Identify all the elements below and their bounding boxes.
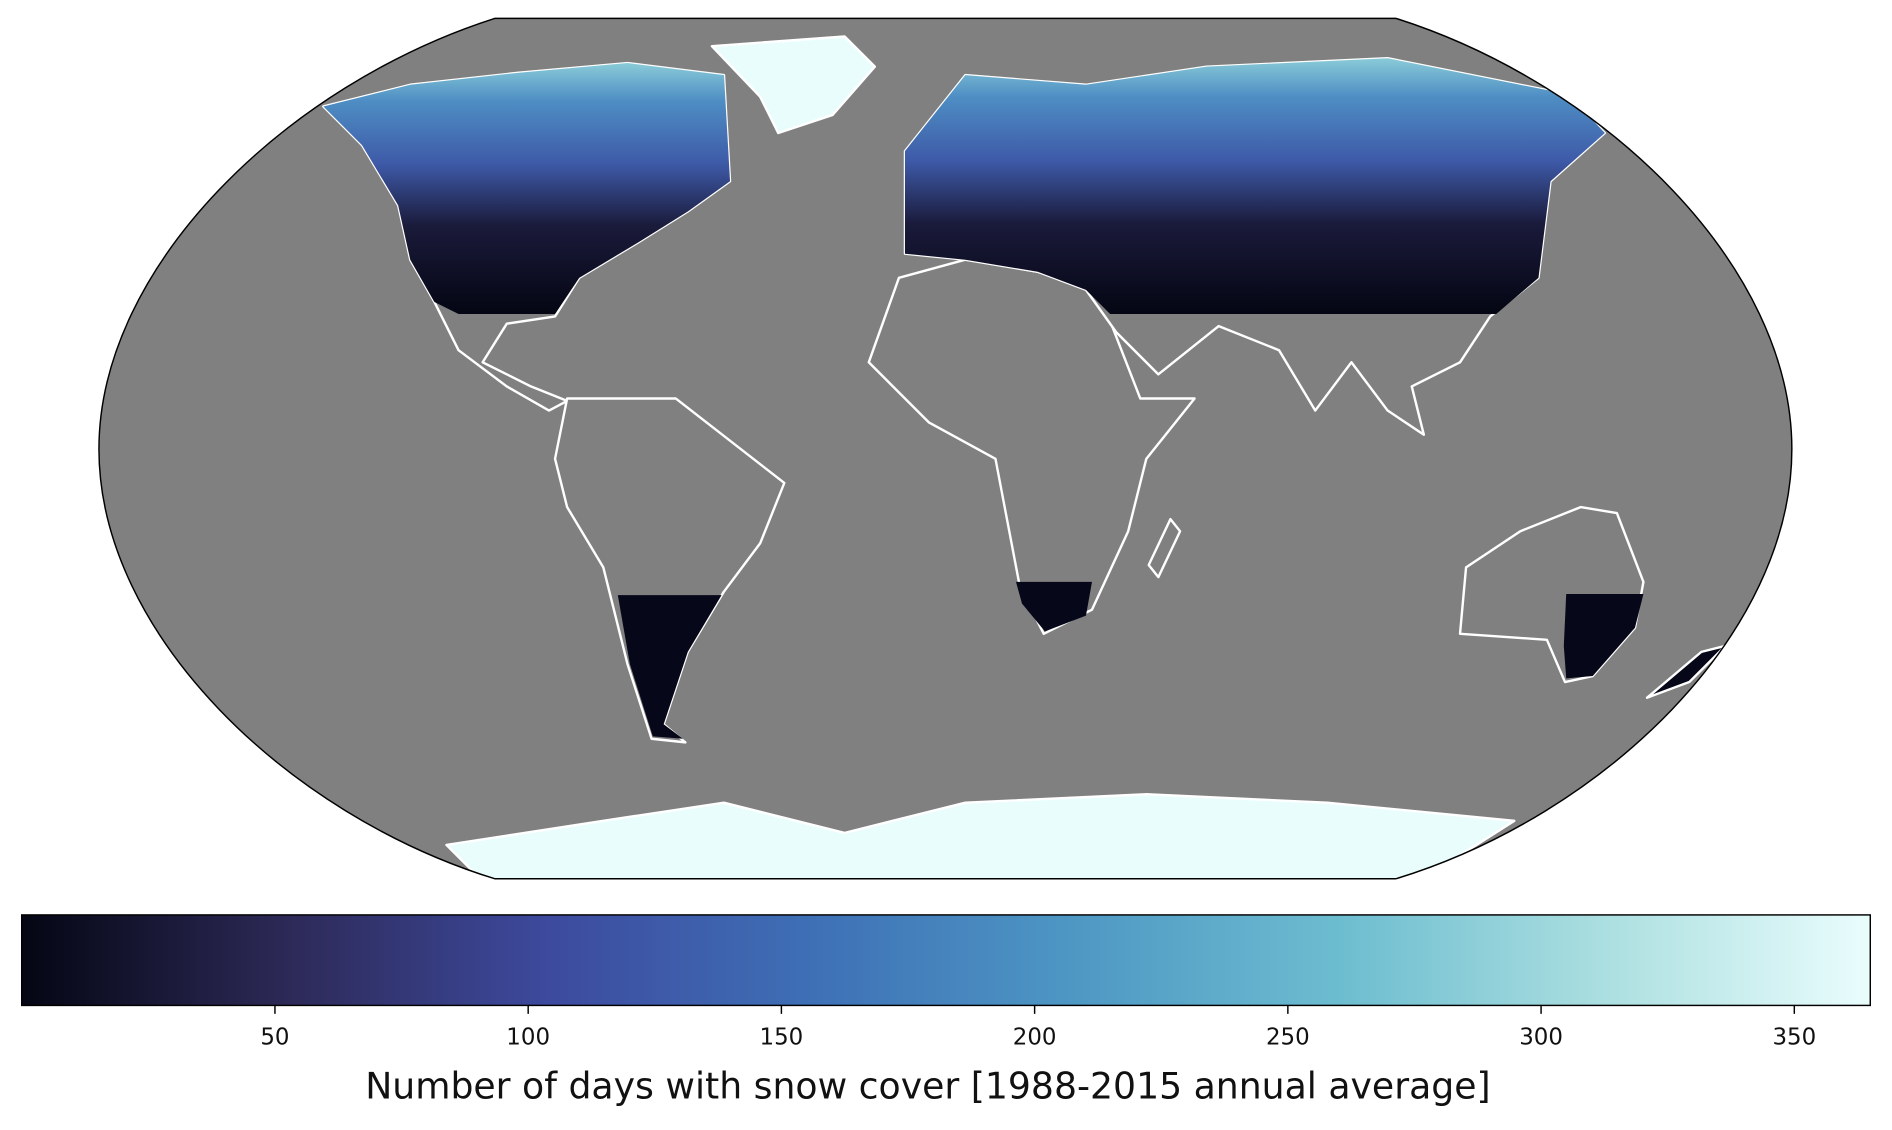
colorbar-tick-label: 300: [1519, 1025, 1563, 1051]
greenland: [710, 35, 877, 135]
colorbar-tick-label: 250: [1266, 1025, 1310, 1051]
colorbar-label: Number of days with snow cover [1988-201…: [365, 1065, 1490, 1108]
colorbar-tick-label: 200: [1013, 1025, 1057, 1051]
australia-snow: [1563, 593, 1644, 679]
colorbar-tick-label: 50: [260, 1025, 289, 1051]
colorbar-tick-label: 100: [506, 1025, 550, 1051]
map-frame: [98, 17, 1793, 880]
colorbar-tick-label: 350: [1772, 1025, 1816, 1051]
africa-snow: [1015, 581, 1093, 632]
colorbar: [20, 914, 1872, 1007]
eurasia-snow: [904, 58, 1605, 315]
sa-snow: [617, 595, 722, 739]
madagascar: [1147, 517, 1182, 579]
na-snow: [323, 63, 731, 315]
map: [98, 18, 1792, 879]
colorbar-tick-label: 150: [760, 1025, 804, 1051]
antarctica: [445, 793, 1516, 879]
new-zealand: [1645, 644, 1727, 699]
